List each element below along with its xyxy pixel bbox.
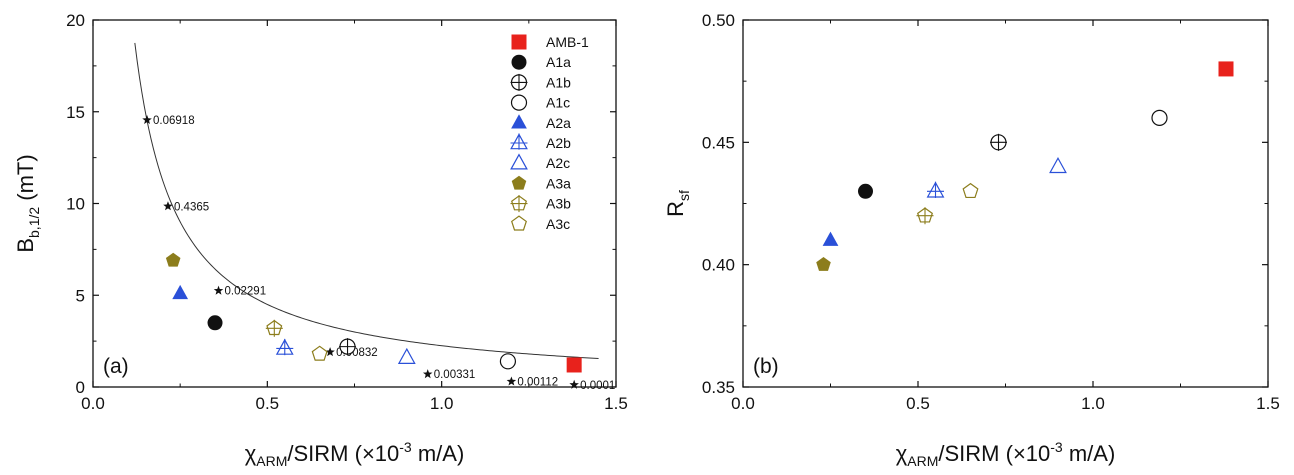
data-point-a3b (265, 319, 283, 337)
data-point-a3a (165, 252, 181, 267)
data-point-a2a (172, 284, 189, 300)
curve-point-star (163, 201, 173, 211)
legend-label: A3b (546, 196, 571, 212)
legend-label: A1a (546, 54, 571, 70)
data-point-a1a (207, 315, 223, 331)
data-point-a2c (397, 347, 416, 364)
data-point-a2c (1049, 157, 1067, 174)
y-tick-label: 0 (76, 378, 85, 397)
legend-label: A2c (546, 155, 570, 171)
legend-label: A2a (546, 115, 571, 131)
y-tick-label: 0.40 (702, 256, 735, 275)
legend-label: A3a (546, 175, 571, 191)
legend-marker-amb-1 (511, 34, 527, 50)
data-point-a3c (962, 182, 979, 199)
legend-marker-a3c (511, 215, 527, 231)
legend-marker-a2b (510, 133, 528, 150)
x-tick-label: 0.5 (256, 394, 280, 413)
data-point-a1b (339, 338, 357, 356)
data-point-a1b (990, 133, 1007, 151)
data-point-a2a (822, 231, 839, 246)
curve-point-star (213, 285, 224, 295)
legend-label: A1b (546, 74, 571, 90)
curve-point-star (569, 379, 579, 389)
curve-point-star (142, 115, 152, 125)
curve-point-label: 0.00112 (517, 376, 558, 388)
data-point-a1c (1151, 109, 1168, 126)
legend-marker-a1c (510, 94, 528, 111)
curve-point-label: 0.06918 (153, 115, 195, 127)
legend-marker-a2c (510, 153, 528, 170)
y-tick-label: 20 (66, 11, 85, 30)
fit-curve (134, 42, 599, 360)
legend-marker-a3b (510, 195, 528, 213)
curve-point-star (506, 376, 517, 386)
curve-point-star (325, 347, 335, 357)
y-axis-title: Rsf (663, 190, 692, 217)
legend-label: A2b (546, 135, 571, 151)
x-tick-label: 0.0 (731, 394, 755, 413)
y-tick-label: 0.35 (702, 378, 735, 397)
curve-point-label: 0.0001 (580, 380, 615, 392)
fit-curve-group (134, 42, 599, 360)
panel-label: (b) (753, 355, 779, 378)
x-axis-title: χARM/SIRM (×10-3 m/A) (245, 439, 465, 469)
y-tick-label: 10 (66, 195, 85, 214)
data-point-a2b (926, 181, 945, 198)
legend-marker-a3a (511, 175, 527, 190)
x-axis-title: χARM/SIRM (×10-3 m/A) (896, 439, 1116, 469)
y-tick-label: 0.45 (702, 133, 735, 152)
panel-a: 0.0 0.5 1.0 1.5 0 5 10 15 20 χARM/SIRM (×10-3 m/A… (13, 11, 628, 469)
data-point-a1a (858, 183, 873, 199)
plot-frame (742, 19, 1269, 388)
y-axis-title: Bb,1/2 (mT) (13, 154, 42, 252)
panel-b: 0.0 0.5 1.0 1.5 0.35 0.40 0.45 0.50 χARM/SIRM (×… (663, 11, 1280, 469)
data-point-amb-1 (1218, 61, 1234, 77)
data-point-a2b (275, 338, 294, 356)
x-tick-label: 1.5 (1256, 394, 1280, 413)
legend-marker-a1a (511, 54, 527, 70)
y-tick-label: 0.50 (702, 11, 735, 30)
legend-label: AMB-1 (546, 34, 589, 50)
curve-point-label: 0.02291 (225, 286, 267, 298)
x-tick-label: 0.5 (906, 394, 930, 413)
legend-label: A3c (546, 216, 570, 232)
x-tick-label: 1.5 (604, 394, 628, 413)
x-tick-label: 1.0 (430, 394, 454, 413)
panel-label: (a) (103, 355, 129, 378)
data-point-a1c (499, 353, 517, 370)
data-point-a3a (816, 257, 831, 271)
curve-point-star (422, 369, 433, 379)
y-tick-label: 15 (66, 103, 85, 122)
legend-marker-a2a (511, 114, 527, 129)
curve-point-label: 0.00331 (434, 369, 476, 381)
data-point-amb-1 (566, 357, 582, 373)
data-point-a3b (916, 207, 934, 225)
curve-point-label: 0.4365 (174, 201, 209, 213)
y-tick-label: 5 (76, 286, 85, 305)
legend-label: A1c (546, 95, 570, 111)
data-point-a3c (311, 345, 328, 361)
x-tick-label: 0.0 (81, 394, 105, 413)
legend-marker-a1b (510, 73, 528, 91)
legend: AMB-1 A1a A1b A1c A2a A2b A2c A3a A3b A3c (510, 34, 589, 232)
x-tick-label: 1.0 (1081, 394, 1105, 413)
